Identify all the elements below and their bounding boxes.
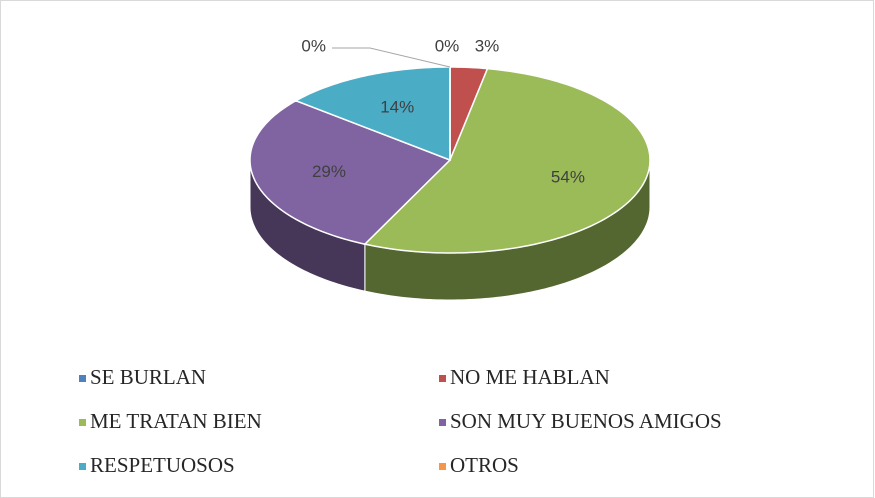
legend-swatch bbox=[79, 375, 86, 382]
pie-slice bbox=[294, 66, 451, 162]
data-label: 0% bbox=[435, 36, 460, 55]
legend-swatch bbox=[439, 463, 446, 470]
legend-label: SON MUY BUENOS AMIGOS bbox=[450, 409, 722, 433]
legend-swatch bbox=[439, 419, 446, 426]
data-label: 0% bbox=[301, 36, 326, 55]
leader-line bbox=[332, 47, 451, 68]
legend-swatch bbox=[79, 419, 86, 426]
pie-slice bbox=[363, 67, 651, 254]
pie-slice bbox=[249, 99, 452, 245]
legend-label: RESPETUOSOS bbox=[90, 453, 235, 477]
legend-label: ME TRATAN BIEN bbox=[90, 409, 262, 433]
legend-label: OTROS bbox=[450, 453, 519, 477]
data-label: 14% bbox=[380, 97, 414, 116]
legend-label: NO ME HABLAN bbox=[450, 365, 610, 389]
legend-swatch bbox=[79, 463, 86, 470]
data-label: 54% bbox=[551, 167, 585, 186]
legend-swatch bbox=[439, 375, 446, 382]
legend-label: SE BURLAN bbox=[90, 365, 206, 389]
data-label: 29% bbox=[312, 162, 346, 181]
data-label: 3% bbox=[475, 36, 500, 55]
